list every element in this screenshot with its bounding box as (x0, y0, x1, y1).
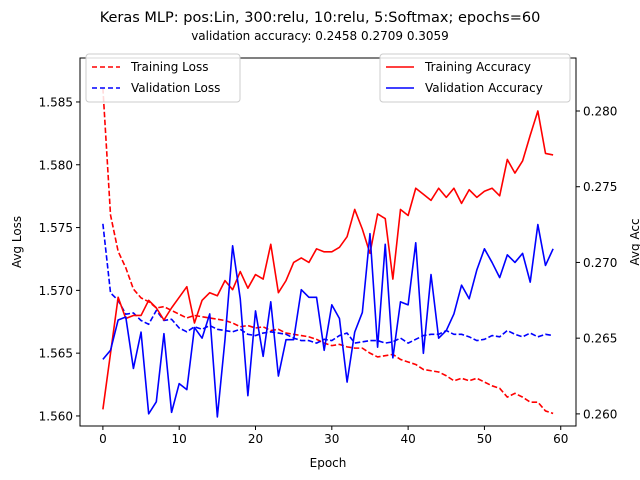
legend-loss: Training Loss Validation Loss (85, 53, 241, 103)
y-left-tick-label: 1.570 (39, 284, 73, 298)
x-tick-label: 20 (248, 432, 263, 446)
legend-accuracy-box (379, 53, 571, 103)
series-layer (102, 88, 554, 418)
y-axis-left: 1.560 1.565 1.570 1.575 1.580 1.585 (39, 95, 80, 423)
series-line-validation-loss (102, 223, 554, 344)
series-line-training-accuracy (102, 110, 554, 410)
y-right-tick-label: 0.280 (583, 105, 617, 119)
y-axis-left-label: Avg Loss (10, 216, 24, 268)
y-right-tick-label: 0.260 (583, 407, 617, 421)
y-left-tick-label: 1.565 (39, 347, 73, 361)
legend-validation-accuracy-label: Validation Accuracy (425, 81, 543, 95)
y-left-tick-label: 1.585 (39, 95, 73, 109)
y-axis-right-label: Avg Acc (628, 218, 640, 265)
y-right-tick-label: 0.270 (583, 256, 617, 270)
legend-training-loss-label: Training Loss (130, 60, 208, 74)
x-tick-label: 40 (400, 432, 415, 446)
x-tick-label: 60 (553, 432, 568, 446)
legend-validation-loss-label: Validation Loss (131, 81, 220, 95)
legend-loss-box (85, 53, 241, 103)
x-tick-label: 0 (99, 432, 107, 446)
x-tick-label: 50 (477, 432, 492, 446)
y-right-tick-label: 0.275 (583, 180, 617, 194)
y-left-tick-label: 1.580 (39, 158, 73, 172)
y-left-tick-label: 1.575 (39, 221, 73, 235)
y-right-tick-label: 0.265 (583, 332, 617, 346)
x-tick-label: 10 (172, 432, 187, 446)
plot-frame (79, 57, 577, 427)
series-line-validation-accuracy (102, 223, 554, 418)
chart-subtitle: validation accuracy: 0.2458 0.2709 0.305… (191, 29, 449, 43)
y-left-tick-label: 1.560 (39, 409, 73, 423)
y-axis-right: 0.260 0.265 0.270 0.275 0.280 (576, 105, 617, 421)
series-line-training-loss (102, 88, 554, 415)
x-axis: 0 10 20 30 40 50 60 (99, 426, 568, 446)
legend-accuracy: Training Accuracy Validation Accuracy (379, 53, 571, 103)
x-tick-label: 30 (324, 432, 339, 446)
chart-title: Keras MLP: pos:Lin, 300:relu, 10:relu, 5… (100, 10, 541, 26)
legend-training-accuracy-label: Training Accuracy (424, 60, 531, 74)
x-axis-label: Epoch (310, 456, 347, 470)
